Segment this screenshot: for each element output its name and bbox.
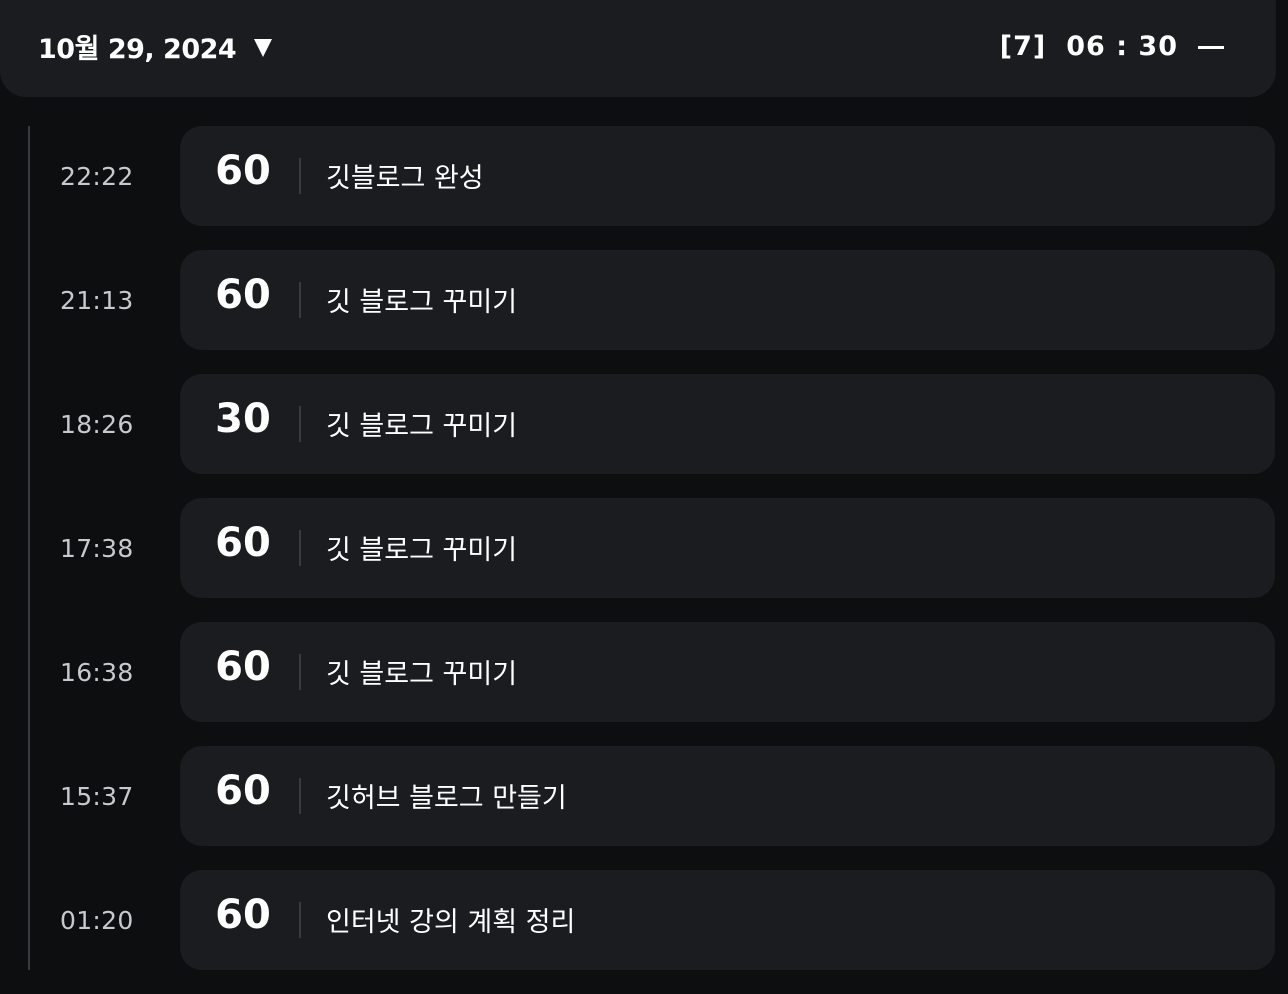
header-status: [7] 06 : 30: [1000, 28, 1224, 64]
entry-card[interactable]: 60 깃허브 블로그 만들기: [180, 746, 1275, 846]
entry-list: 22:22 60 깃블로그 완성 21:13 60 깃 블로그 꾸미기 18:2…: [0, 126, 1288, 994]
entry-minutes: 60: [215, 148, 271, 194]
entry-card[interactable]: 60 깃블로그 완성: [180, 126, 1275, 226]
entry-time: 15:37: [60, 782, 134, 811]
list-item: 21:13 60 깃 블로그 꾸미기: [0, 250, 1288, 374]
date-dropdown[interactable]: 10월 29, 2024: [38, 28, 273, 65]
minus-icon[interactable]: [1198, 45, 1224, 49]
entry-card[interactable]: 30 깃 블로그 꾸미기: [180, 374, 1275, 474]
top-header: 10월 29, 2024 [7] 06 : 30: [0, 0, 1276, 97]
list-item: 16:38 60 깃 블로그 꾸미기: [0, 622, 1288, 746]
entry-minutes: 60: [215, 520, 271, 566]
list-item: 22:22 60 깃블로그 완성: [0, 126, 1288, 250]
list-item: 15:37 60 깃허브 블로그 만들기: [0, 746, 1288, 870]
divider: [299, 902, 301, 938]
entry-task: 깃허브 블로그 만들기: [326, 783, 567, 814]
entry-card[interactable]: 60 깃 블로그 꾸미기: [180, 498, 1275, 598]
entry-time: 18:26: [60, 410, 134, 439]
entry-minutes: 60: [215, 644, 271, 690]
entry-count: [7]: [999, 30, 1047, 62]
entry-time: 22:22: [60, 162, 134, 191]
entry-task: 깃 블로그 꾸미기: [326, 659, 518, 690]
entry-time: 01:20: [60, 906, 134, 935]
divider: [299, 654, 301, 690]
divider: [299, 282, 301, 318]
entry-time: 17:38: [60, 534, 134, 563]
entry-task: 인터넷 강의 계획 정리: [326, 907, 576, 938]
entry-time: 16:38: [60, 658, 134, 687]
list-item: 17:38 60 깃 블로그 꾸미기: [0, 498, 1288, 622]
entry-task: 깃 블로그 꾸미기: [326, 535, 518, 566]
caret-down-icon: [254, 38, 273, 57]
divider: [299, 406, 301, 442]
entry-minutes: 60: [215, 892, 271, 938]
divider: [299, 530, 301, 566]
divider: [299, 158, 301, 194]
entry-card[interactable]: 60 깃 블로그 꾸미기: [180, 250, 1275, 350]
entry-task: 깃 블로그 꾸미기: [326, 287, 518, 318]
entry-task: 깃블로그 완성: [326, 163, 484, 194]
list-item: 18:26 30 깃 블로그 꾸미기: [0, 374, 1288, 498]
date-label: 10월 29, 2024: [38, 33, 237, 65]
entry-task: 깃 블로그 꾸미기: [326, 411, 518, 442]
entry-time: 21:13: [60, 286, 134, 315]
entry-card[interactable]: 60 깃 블로그 꾸미기: [180, 622, 1275, 722]
entry-minutes: 60: [215, 768, 271, 814]
timeline-line: [28, 126, 30, 970]
entry-card[interactable]: 60 인터넷 강의 계획 정리: [180, 870, 1275, 970]
total-timer: 06 : 30: [1066, 30, 1178, 62]
divider: [299, 778, 301, 814]
list-item: 01:20 60 인터넷 강의 계획 정리: [0, 870, 1288, 994]
entry-minutes: 30: [215, 396, 271, 442]
entry-minutes: 60: [215, 272, 271, 318]
